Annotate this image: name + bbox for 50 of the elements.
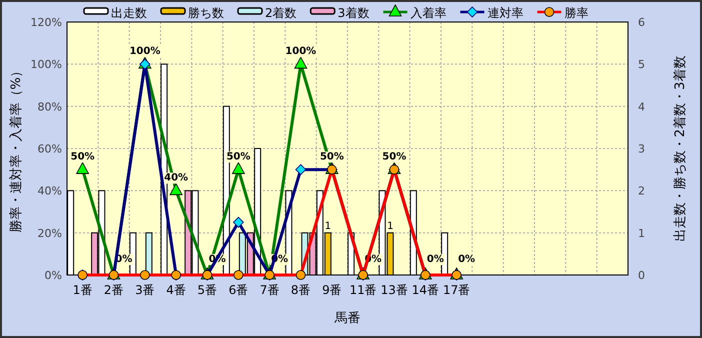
y2-tick-label: 0	[638, 269, 645, 282]
y-tick-label: 40%	[38, 184, 62, 198]
data-label: 0%	[458, 254, 476, 265]
y-axis-title: 勝率・連対率・入着率（%）	[8, 64, 24, 233]
data-label: 50%	[226, 152, 250, 163]
point	[233, 216, 244, 228]
data-label: 0%	[426, 254, 444, 265]
legend-label: 出走数	[111, 6, 147, 20]
legend-label: 3着数	[338, 6, 370, 20]
y2-tick-label: 2	[638, 184, 645, 198]
y-tick-label: 60%	[38, 142, 62, 156]
legend-label: 勝ち数	[188, 6, 224, 20]
y-tick-label: 0%	[44, 269, 62, 282]
y2-tick-label: 1	[638, 226, 645, 240]
y-tick-label: 120%	[30, 16, 62, 29]
y2-tick-label: 5	[638, 58, 645, 72]
x-tick-label: 13番	[380, 283, 408, 297]
x-tick-label: 2番	[104, 283, 124, 297]
x-tick-label: 4番	[166, 283, 186, 297]
x-tick-label: 9番	[322, 283, 342, 297]
data-label: 1	[324, 220, 332, 232]
x-tick-label: 14番	[412, 283, 440, 297]
data-label: 1	[387, 220, 394, 232]
x-tick-label: 8番	[290, 283, 311, 297]
data-label: 50%	[382, 152, 406, 163]
data-label: 100%	[129, 46, 160, 58]
x-tick-label: 7番	[260, 283, 280, 297]
x-tick-label: 6番	[228, 283, 248, 297]
y2-tick-label: 6	[638, 16, 645, 29]
data-label: 50%	[320, 152, 344, 163]
y-tick-label: 100%	[30, 58, 62, 72]
data-label: 40%	[164, 172, 188, 184]
x-axis-title: 馬番	[334, 311, 360, 326]
point	[295, 164, 306, 175]
y2-tick-label: 4	[638, 100, 645, 114]
y2-tick-label: 3	[638, 142, 645, 156]
legend-label: 勝率	[564, 6, 588, 20]
legend-label: 連対率	[487, 6, 524, 20]
legend-label: 2着数	[265, 6, 297, 20]
x-tick-label: 11番	[349, 283, 377, 297]
x-tick-label: 1番	[72, 283, 92, 297]
data-label: 50%	[70, 152, 95, 163]
y-tick-label: 20%	[38, 226, 62, 240]
x-tick-label: 17番	[442, 283, 470, 297]
legend-label: 入着率	[410, 6, 446, 20]
x-tick-label: 3番	[135, 283, 155, 297]
data-label: 100%	[285, 46, 316, 58]
x-tick-label: 5番	[197, 283, 218, 297]
y2-axis-title: 出走数・勝ち数・2着数・3着数	[672, 56, 688, 242]
y-tick-label: 80%	[38, 100, 62, 114]
